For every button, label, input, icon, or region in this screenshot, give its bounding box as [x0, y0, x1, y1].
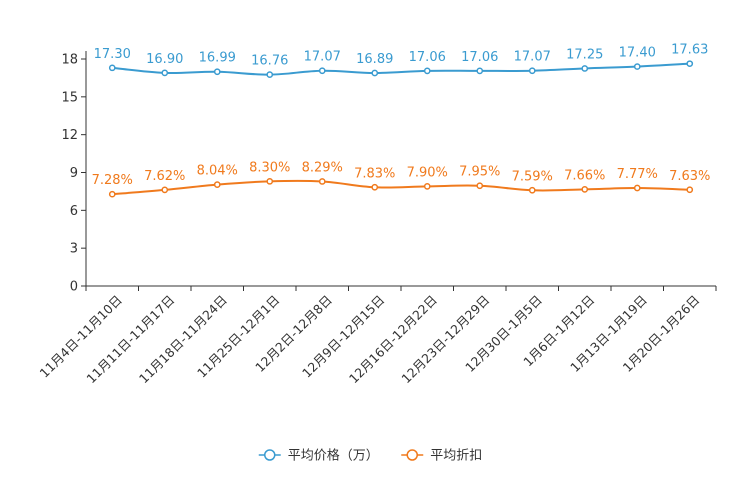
legend-label: 平均价格（万） — [288, 448, 379, 464]
data-label: 8.30% — [249, 160, 290, 175]
data-label: 16.89 — [356, 52, 393, 67]
data-label: 17.06 — [409, 50, 446, 65]
y-tick-label: 6 — [70, 204, 78, 219]
data-point — [371, 69, 379, 77]
chart-legend[interactable]: 平均价格（万） 平均折扣 — [258, 448, 483, 464]
data-point — [528, 67, 536, 75]
y-tick-label: 9 — [70, 166, 78, 181]
y-tick-label: 3 — [70, 242, 78, 257]
data-label: 17.07 — [514, 50, 551, 65]
data-label: 7.59% — [512, 169, 553, 184]
legend-label: 平均折扣 — [430, 449, 482, 464]
data-label: 17.40 — [619, 46, 656, 61]
legend-marker-icon — [264, 449, 276, 461]
series-line-2 — [112, 179, 690, 196]
data-point — [581, 186, 589, 193]
data-label: 7.83% — [354, 166, 395, 181]
data-point — [476, 182, 484, 190]
data-point — [633, 184, 641, 192]
y-tick-label: 0 — [70, 280, 78, 295]
data-label: 17.30 — [94, 47, 131, 62]
data-label: 7.90% — [407, 165, 448, 180]
data-point — [423, 183, 431, 190]
data-point — [266, 177, 274, 185]
data-point — [108, 190, 116, 198]
data-label: 7.77% — [617, 167, 658, 182]
data-point — [318, 178, 326, 185]
data-label: 7.95% — [459, 165, 500, 180]
data-label: 17.06 — [461, 50, 498, 65]
x-tick-label: 11月11日-11月17日 — [83, 292, 177, 386]
legend-marker-icon — [406, 449, 418, 461]
data-label: 8.29% — [302, 160, 343, 175]
data-point — [633, 63, 641, 70]
data-point — [318, 67, 326, 75]
data-point — [686, 60, 694, 68]
y-tick-label: 15 — [61, 90, 78, 105]
data-label: 7.62% — [144, 169, 185, 184]
data-point — [371, 183, 379, 191]
data-point — [266, 71, 274, 78]
data-label: 16.99 — [199, 51, 236, 66]
legend-item-2[interactable]: 平均折扣 — [401, 449, 482, 464]
data-label: 7.28% — [92, 173, 133, 188]
chart-series — [108, 60, 694, 198]
data-label: 17.25 — [566, 47, 603, 62]
data-label: 17.63 — [671, 43, 708, 58]
series-line-1 — [112, 62, 690, 76]
x-tick-label: 11月18日-11月24日 — [136, 292, 230, 386]
data-point — [213, 68, 221, 76]
x-tick-label: 12月16日-12月22日 — [346, 292, 440, 386]
y-tick-label: 18 — [61, 53, 78, 68]
y-tick-label: 12 — [61, 128, 78, 143]
chart-data-labels: 17.30 16.90 16.99 16.76 17.07 16.89 17.06 17.06… — [92, 43, 711, 189]
legend-item-1[interactable]: 平均价格（万） — [258, 448, 379, 464]
data-point — [108, 64, 116, 72]
data-label: 16.90 — [146, 52, 183, 67]
x-tick-label: 12月23日-12月29日 — [398, 292, 492, 386]
data-point — [528, 186, 536, 194]
data-point — [686, 186, 694, 194]
data-point — [423, 67, 431, 75]
data-label: 7.63% — [669, 169, 710, 184]
data-point — [161, 69, 169, 77]
data-label: 8.04% — [197, 164, 238, 179]
data-point — [581, 65, 589, 72]
chart-axes: 036912151811月4日-11月10日11月11日-11月17日11月18… — [36, 51, 717, 386]
data-label: 7.66% — [564, 168, 605, 183]
data-point — [213, 181, 221, 188]
data-point — [161, 186, 169, 194]
data-label: 17.07 — [304, 50, 341, 65]
data-label: 16.76 — [251, 54, 288, 69]
data-point — [476, 67, 484, 75]
